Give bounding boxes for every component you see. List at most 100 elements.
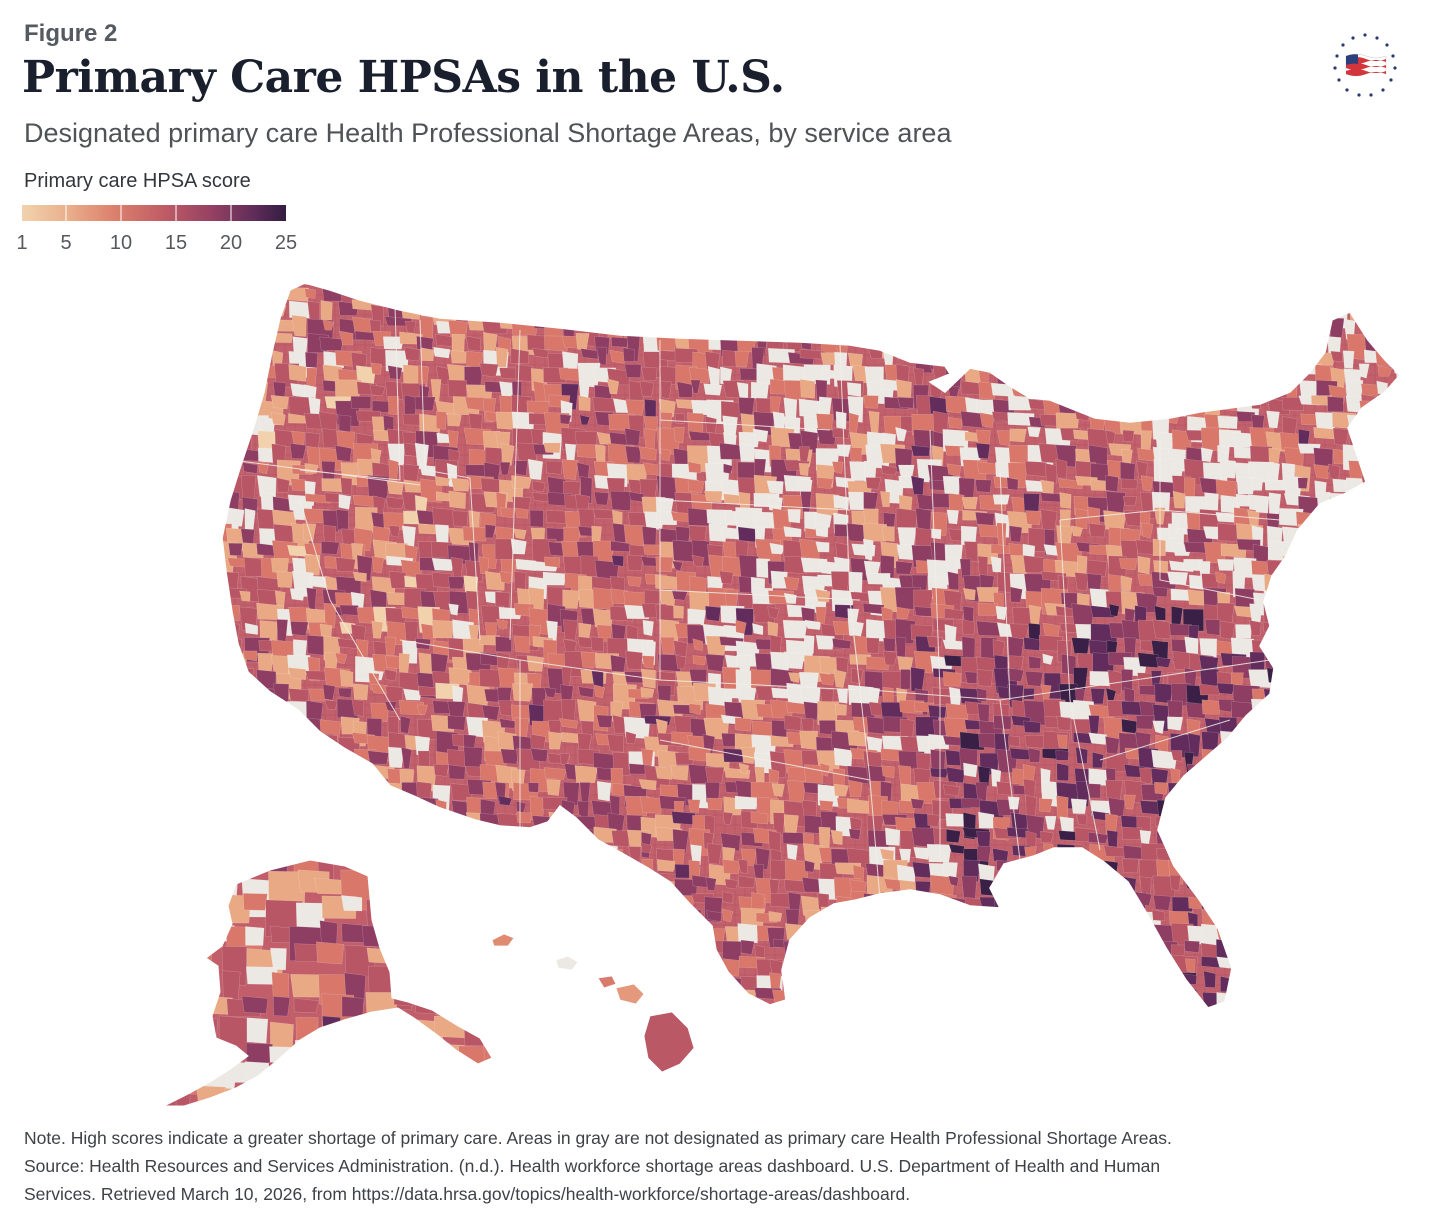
service-area [1315, 607, 1342, 618]
service-area [1040, 314, 1060, 334]
service-area [850, 938, 866, 950]
service-area [1073, 863, 1087, 884]
service-area [515, 970, 533, 993]
service-area [766, 283, 781, 290]
service-area [1076, 319, 1090, 334]
service-area [448, 764, 466, 780]
service-area [222, 363, 237, 387]
service-area [818, 942, 840, 962]
service-area [1139, 767, 1155, 784]
service-area [564, 891, 592, 915]
service-area [611, 336, 629, 348]
service-area [660, 448, 672, 461]
service-area [222, 590, 228, 613]
service-area [417, 891, 437, 905]
service-area [979, 283, 1007, 291]
service-area [1315, 640, 1331, 653]
service-area [226, 299, 251, 316]
service-area [899, 848, 912, 863]
service-area [947, 416, 963, 429]
service-area [1342, 512, 1365, 530]
service-area [529, 941, 541, 953]
service-area [607, 943, 633, 971]
service-area [270, 947, 287, 971]
service-area [1362, 702, 1388, 714]
service-area [832, 427, 850, 439]
service-area [276, 799, 297, 824]
service-area [851, 283, 871, 295]
service-area [1251, 367, 1264, 382]
service-area [441, 1087, 461, 1106]
service-area [703, 284, 714, 305]
service-area [675, 976, 698, 988]
service-area [926, 635, 943, 648]
service-area [1088, 732, 1107, 745]
service-area [846, 285, 872, 303]
service-area [1329, 955, 1347, 981]
service-area [239, 782, 262, 811]
service-area [1042, 859, 1059, 875]
service-area [560, 283, 574, 299]
service-area [1219, 283, 1234, 291]
service-area [1284, 283, 1299, 298]
service-area [1026, 923, 1053, 939]
service-area [1282, 687, 1298, 700]
service-area [1362, 286, 1384, 302]
service-area [324, 811, 342, 830]
service-area [1217, 415, 1238, 430]
service-area [915, 320, 928, 345]
service-area [1395, 730, 1400, 758]
service-area [240, 474, 257, 500]
service-area [593, 896, 609, 924]
service-area [1280, 928, 1297, 956]
service-area [1058, 973, 1074, 997]
service-area [947, 304, 974, 317]
service-area [499, 829, 513, 843]
service-area [500, 1005, 524, 1008]
service-area [736, 286, 752, 301]
service-area [1105, 687, 1117, 701]
service-area [1140, 384, 1158, 398]
service-area [1348, 875, 1367, 902]
service-area [883, 286, 905, 313]
service-area [343, 1019, 363, 1056]
service-area [496, 874, 522, 897]
service-area [1250, 844, 1274, 864]
service-area [818, 672, 836, 686]
service-area [1231, 301, 1252, 329]
service-area [546, 1006, 561, 1008]
service-area [804, 619, 821, 631]
service-area [946, 463, 962, 476]
service-area [673, 426, 685, 444]
service-area [1268, 941, 1296, 958]
service-area [1281, 542, 1304, 566]
service-area [305, 747, 322, 771]
service-area [305, 670, 328, 681]
service-area [750, 283, 769, 291]
service-area [833, 283, 848, 285]
service-area [220, 869, 239, 898]
footnote: Note. High scores indicate a greater sho… [24, 1124, 1404, 1208]
service-area [382, 336, 405, 350]
service-area [767, 606, 780, 619]
service-area [1153, 318, 1181, 340]
service-area [514, 717, 529, 738]
service-area [1200, 447, 1214, 463]
service-area [392, 877, 414, 906]
service-area [430, 652, 449, 673]
service-area [1267, 351, 1283, 366]
service-area [803, 942, 820, 954]
service-area [1250, 798, 1273, 814]
service-area [498, 795, 513, 806]
service-area [1027, 426, 1041, 438]
service-area [1123, 298, 1149, 320]
service-area [735, 619, 747, 635]
service-area [563, 906, 588, 924]
service-area [1376, 335, 1394, 356]
service-area [287, 751, 311, 773]
service-area [1235, 943, 1251, 969]
service-area [415, 923, 427, 941]
service-area [385, 940, 401, 964]
service-area [771, 302, 784, 326]
service-area [316, 941, 345, 965]
